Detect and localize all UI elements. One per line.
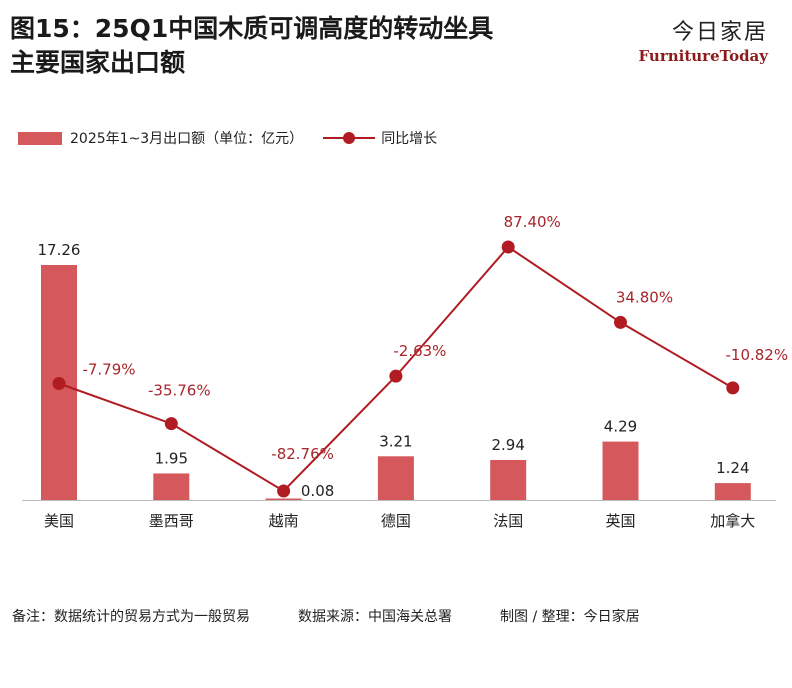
bar-2 [265, 498, 302, 500]
chart-title-line1: 图15：25Q1中国木质可调高度的转动坐具 [10, 14, 494, 43]
bar-value-label-3: 3.21 [379, 432, 412, 450]
growth-label-6: -10.82% [725, 346, 788, 364]
x-tick-label-4: 法国 [493, 512, 523, 530]
bar-3 [377, 456, 414, 500]
growth-point-0 [52, 376, 66, 390]
bar-value-label-5: 4.29 [604, 418, 637, 436]
x-tick-label-1: 墨西哥 [149, 512, 194, 530]
x-tick-label-6: 加拿大 [710, 512, 755, 530]
footer-source: 数据来源：中国海关总署 [298, 609, 452, 625]
brand-name-cn: 今日家居 [671, 20, 768, 45]
bar-1 [153, 473, 190, 500]
growth-label-0: -7.79% [82, 360, 135, 378]
growth-point-6 [726, 381, 740, 395]
growth-label-1: -35.76% [148, 382, 211, 400]
bar-value-label-4: 2.94 [491, 436, 524, 454]
legend-bar-swatch [18, 131, 62, 145]
legend-line-label: 同比增长 [381, 131, 438, 147]
x-tick-label-2: 越南 [269, 512, 299, 530]
brand-logo: 今日家居 FurnitureToday [639, 20, 768, 66]
growth-label-3: -2.63% [393, 342, 446, 360]
bar-value-label-2: 0.08 [301, 482, 334, 500]
x-tick-label-0: 美国 [44, 512, 74, 530]
bar-value-label-6: 1.24 [716, 459, 749, 477]
legend-bar-label: 2025年1~3月出口额（单位：亿元） [70, 131, 304, 147]
bar-value-label-0: 17.26 [38, 241, 81, 259]
bar-6 [714, 483, 751, 500]
growth-label-2: -82.76% [271, 445, 334, 463]
x-tick-label-5: 英国 [605, 512, 635, 530]
bar-value-label-1: 1.95 [155, 449, 188, 467]
chart-legend: 2025年1~3月出口额（单位：亿元） 同比增长 [18, 128, 437, 148]
growth-point-5 [614, 315, 627, 329]
bar-5 [602, 441, 639, 500]
chart-footer: 备注：数据统计的贸易方式为一般贸易 数据来源：中国海关总署 制图 / 整理：今日… [12, 606, 688, 626]
growth-point-4 [501, 240, 515, 254]
growth-point-2 [277, 484, 291, 498]
chart-title-line2: 主要国家出口额 [10, 48, 186, 77]
legend-line-swatch [323, 131, 376, 145]
x-tick-label-3: 德国 [381, 512, 411, 530]
growth-label-5: 34.80% [616, 288, 673, 306]
footer-note: 备注：数据统计的贸易方式为一般贸易 [12, 609, 250, 625]
growth-point-3 [389, 369, 403, 383]
brand-name-en: FurnitureToday [638, 47, 768, 65]
footer-credit: 制图 / 整理：今日家居 [500, 609, 640, 625]
growth-point-1 [164, 417, 178, 431]
chart-title: 图15：25Q1中国木质可调高度的转动坐具 主要国家出口额 [10, 12, 493, 80]
growth-label-4: 87.40% [504, 213, 561, 231]
bar-4 [490, 459, 527, 500]
